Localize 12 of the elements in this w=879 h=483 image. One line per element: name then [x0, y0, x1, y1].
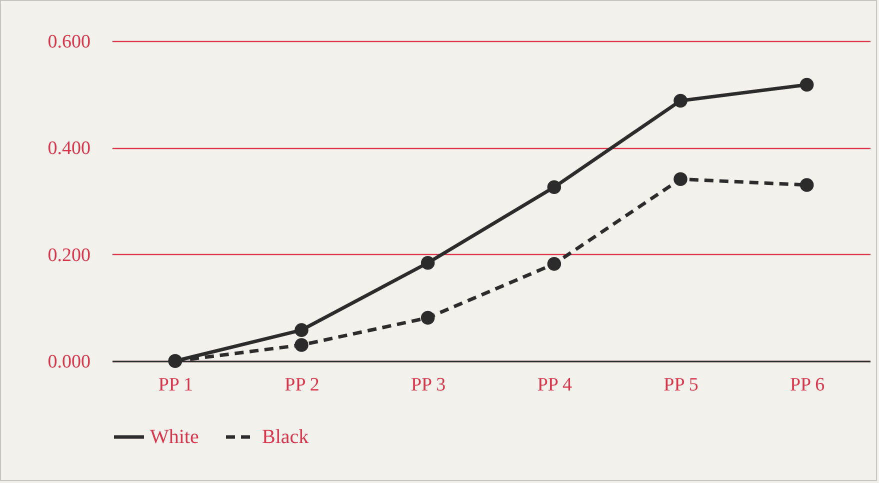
x-tick-label: PP 6 — [790, 374, 825, 396]
x-tick-label: PP 3 — [410, 374, 446, 396]
y-tick-label: 0.600 — [48, 32, 90, 52]
legend-label: White — [150, 426, 199, 448]
y-tick-label: 0.400 — [48, 138, 90, 160]
y-tick-label: 0.000 — [48, 352, 90, 372]
x-tick-label: PP 2 — [284, 374, 320, 396]
x-tick-label: PP 1 — [158, 374, 194, 396]
x-tick-label: PP 4 — [537, 374, 572, 396]
y-tick-label: 0.200 — [48, 244, 90, 266]
legend-label: Black — [262, 426, 309, 448]
x-tick-label: PP 5 — [664, 374, 698, 396]
